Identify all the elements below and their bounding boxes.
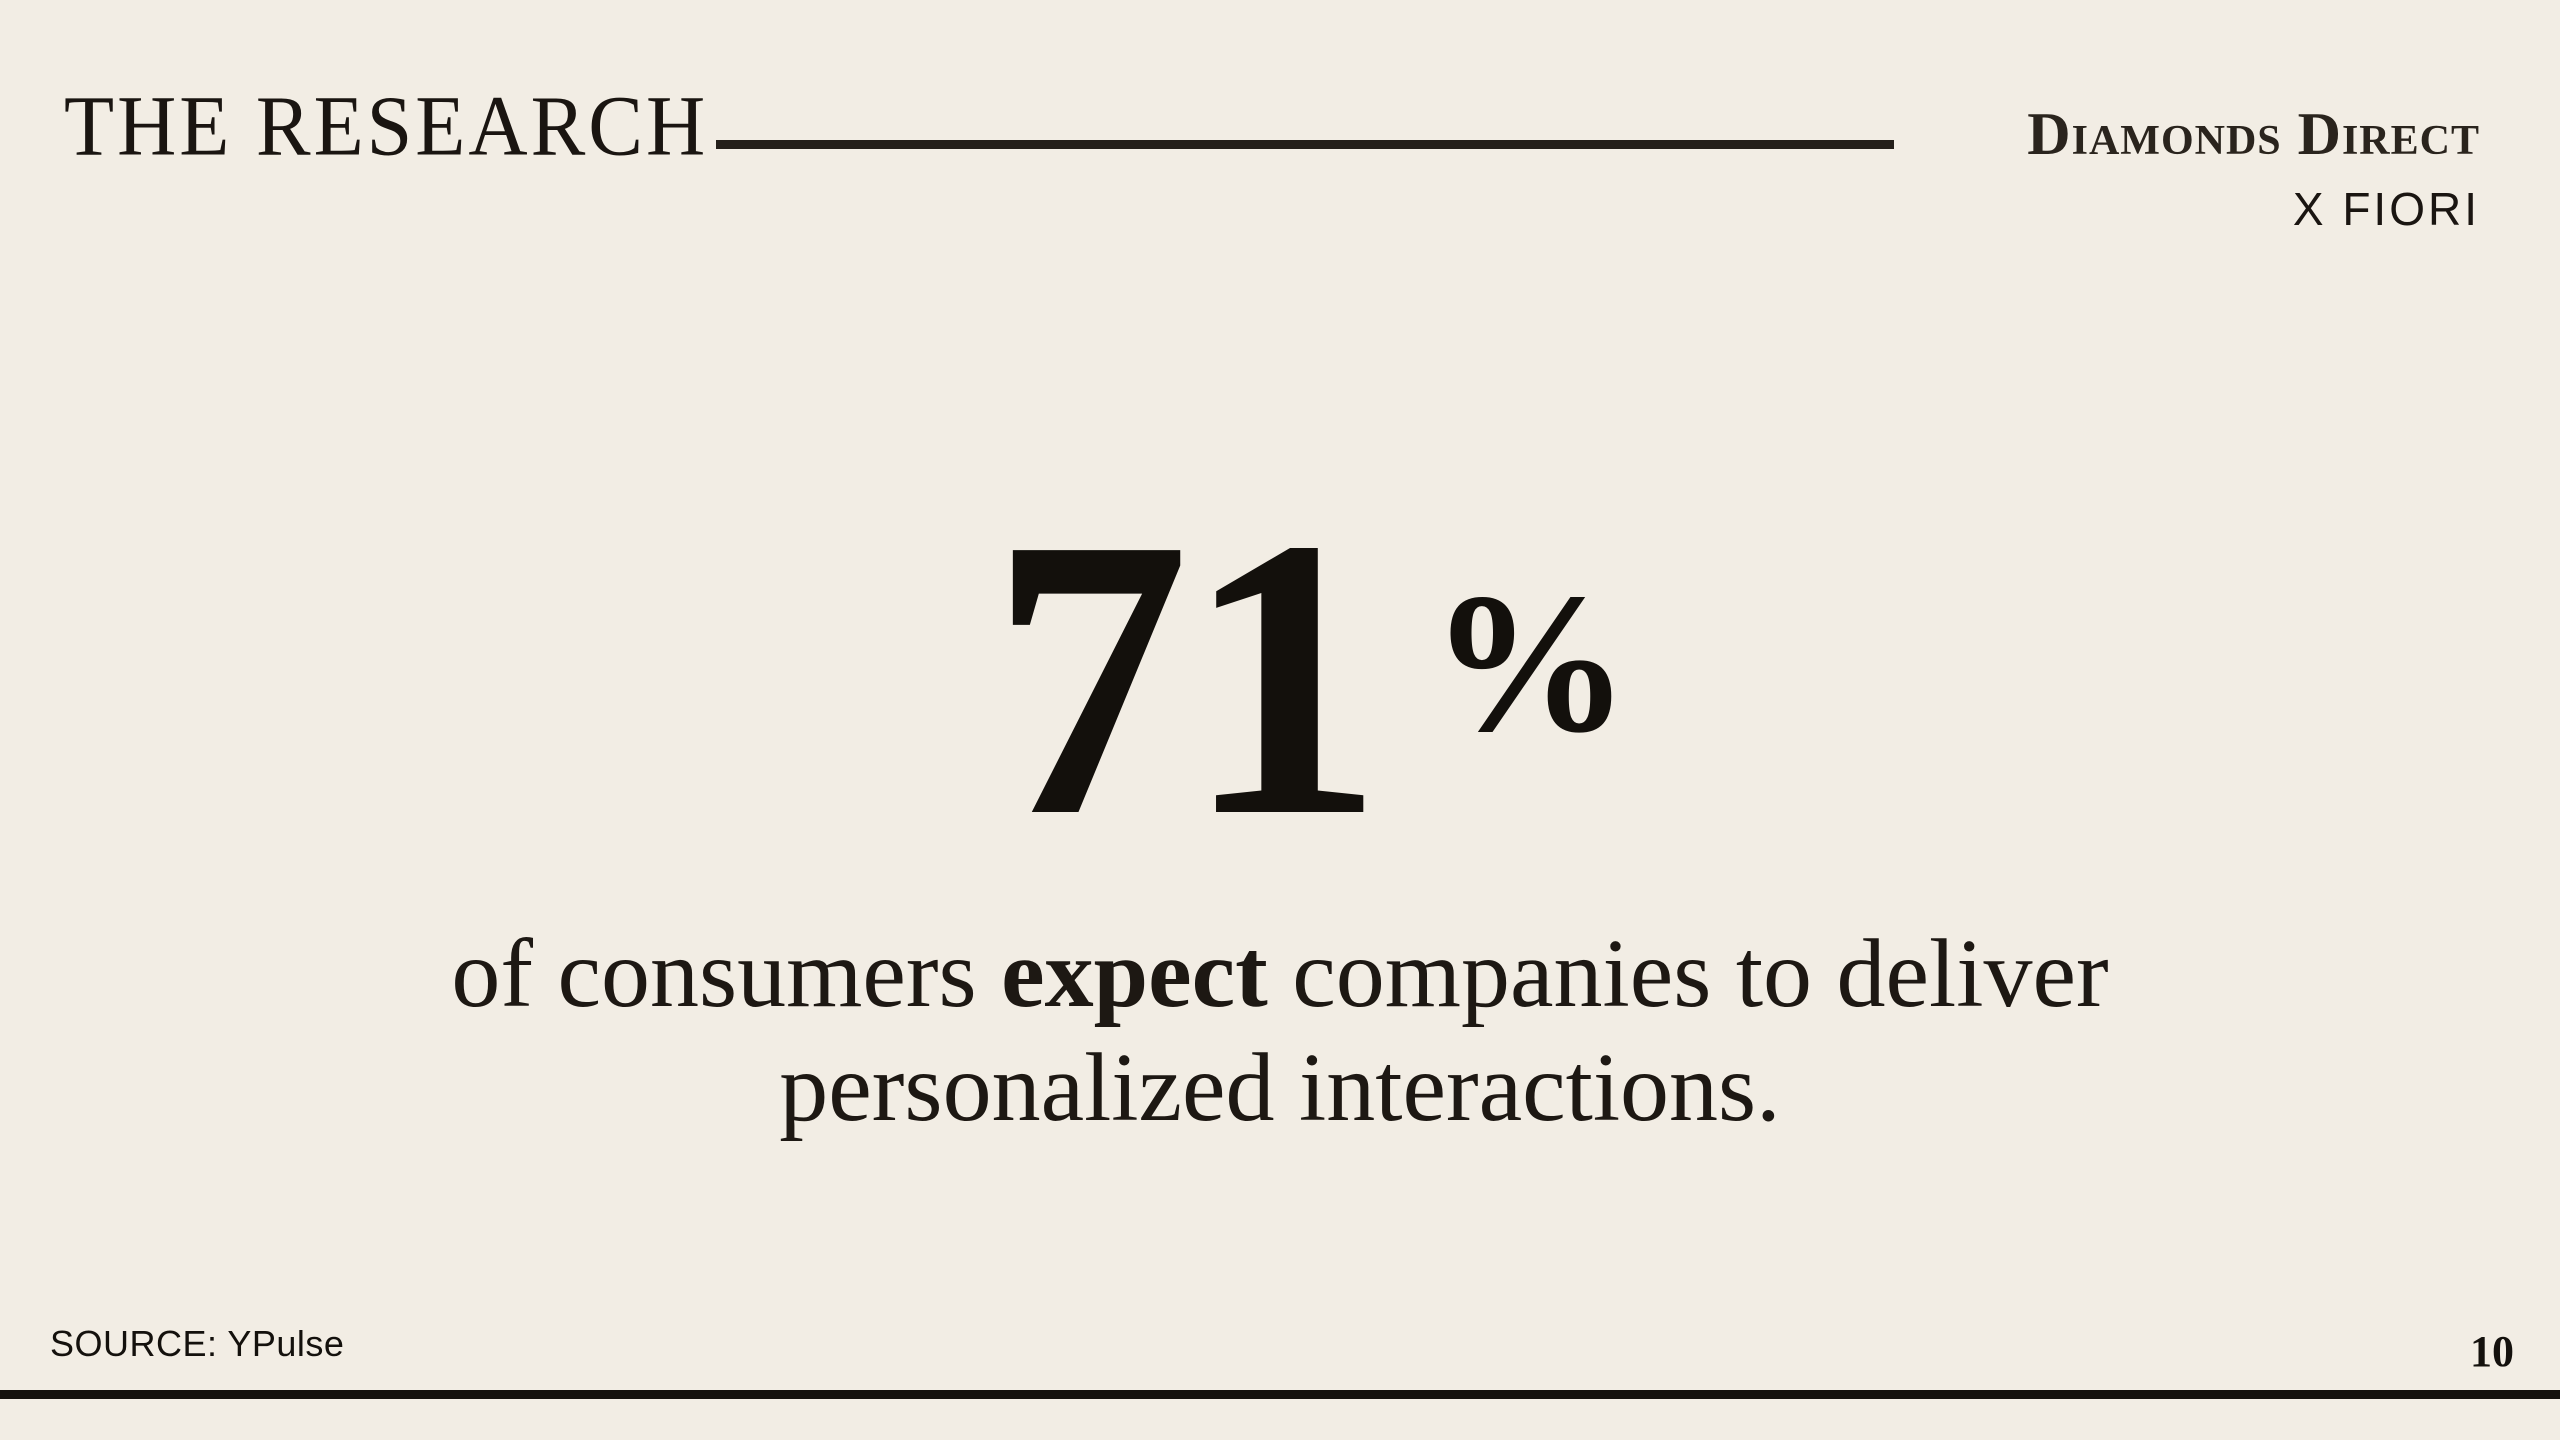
page-number: 10 bbox=[2470, 1327, 2514, 1376]
bottom-divider-rule bbox=[0, 1390, 2560, 1399]
statistic-percent-sign: % bbox=[1430, 553, 1630, 774]
statistic-value: 71 bbox=[990, 456, 1384, 899]
page-title: THE RESEARCH bbox=[64, 78, 709, 174]
brand-name: Diamonds Direct bbox=[2027, 101, 2480, 167]
header-divider-rule bbox=[716, 140, 1894, 149]
statement-text: of consumers expect companies to deliver… bbox=[380, 918, 2180, 1145]
statement-emphasis: expect bbox=[1001, 920, 1268, 1028]
statement-after: companies to deliver personalized intera… bbox=[779, 920, 2109, 1142]
brand-subtitle: X FIORI bbox=[2292, 183, 2480, 235]
brand-logo: Diamonds Direct X FIORI bbox=[2027, 104, 2480, 232]
statement-before: of consumers bbox=[451, 920, 1002, 1028]
source-label: SOURCE: YPulse bbox=[50, 1323, 345, 1364]
statistic: 71 % bbox=[30, 478, 2560, 878]
